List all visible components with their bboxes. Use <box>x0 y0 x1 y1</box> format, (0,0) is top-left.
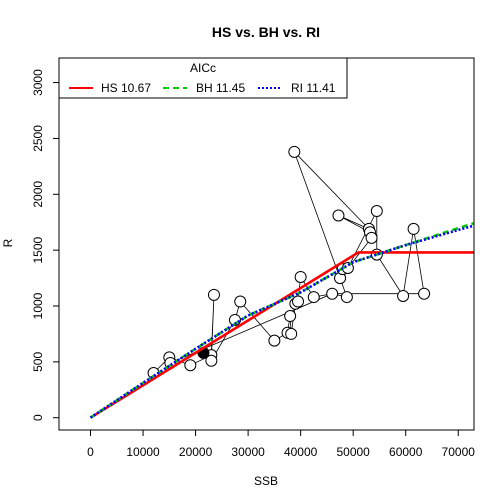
observation-point <box>294 270 307 283</box>
x-tick-label: 0 <box>87 445 94 459</box>
legend-title: AICc <box>190 61 216 75</box>
x-axis: 0 10000 20000 30000 40000 50000 60000 70000 <box>87 429 476 459</box>
observation-point <box>365 231 378 244</box>
series-line-2 <box>89 224 474 419</box>
observation-point <box>285 327 298 340</box>
y-tick-label: 1500 <box>31 236 45 263</box>
observation-point <box>268 334 281 347</box>
observation-point <box>288 145 301 158</box>
observation-point <box>184 359 197 372</box>
plot-clip-group <box>89 145 474 419</box>
x-tick-label: 20000 <box>179 445 213 459</box>
y-tick-label: 1000 <box>31 292 45 319</box>
observation-point <box>234 295 247 308</box>
observation-point <box>205 354 218 367</box>
y-axis-label: R <box>1 238 15 247</box>
x-tick-label: 50000 <box>336 445 370 459</box>
plot-border <box>58 57 475 431</box>
x-axis-label: SSB <box>254 474 278 488</box>
legend-box <box>58 57 348 99</box>
y-axis: 0 500 1000 1500 2000 2500 3000 <box>31 69 60 421</box>
y-tick-label: 3000 <box>31 69 45 96</box>
y-tick-label: 2000 <box>31 181 45 208</box>
x-tick-label: 70000 <box>442 445 476 459</box>
observation-point <box>407 222 420 235</box>
observation-point <box>284 310 297 323</box>
legend: AICc HS 10.67 BH 11.45 RI 11.41 <box>58 57 348 99</box>
y-tick-label: 500 <box>31 352 45 372</box>
observation-path <box>153 151 425 374</box>
legend-label-ri: RI 11.41 <box>291 81 336 95</box>
x-tick-label: 60000 <box>389 445 423 459</box>
legend-label-bh: BH 11.45 <box>196 81 245 95</box>
observation-point <box>307 291 320 304</box>
observation-point <box>326 287 339 300</box>
observation-point <box>332 209 345 222</box>
observation-point <box>340 291 353 304</box>
y-tick-label: 0 <box>31 414 45 421</box>
legend-label-hs: HS 10.67 <box>101 81 151 95</box>
chart-title: HS vs. BH vs. RI <box>212 24 320 40</box>
x-tick-label: 40000 <box>284 445 318 459</box>
plot-area <box>58 57 475 431</box>
x-tick-label: 10000 <box>126 445 160 459</box>
x-tick-label: 30000 <box>231 445 265 459</box>
observation-point <box>397 289 410 302</box>
observation-point <box>207 288 220 301</box>
observation-point <box>292 295 305 308</box>
observation-point <box>370 205 383 218</box>
y-tick-label: 2500 <box>31 125 45 152</box>
series-line-0 <box>89 251 474 419</box>
observation-point <box>418 287 431 300</box>
